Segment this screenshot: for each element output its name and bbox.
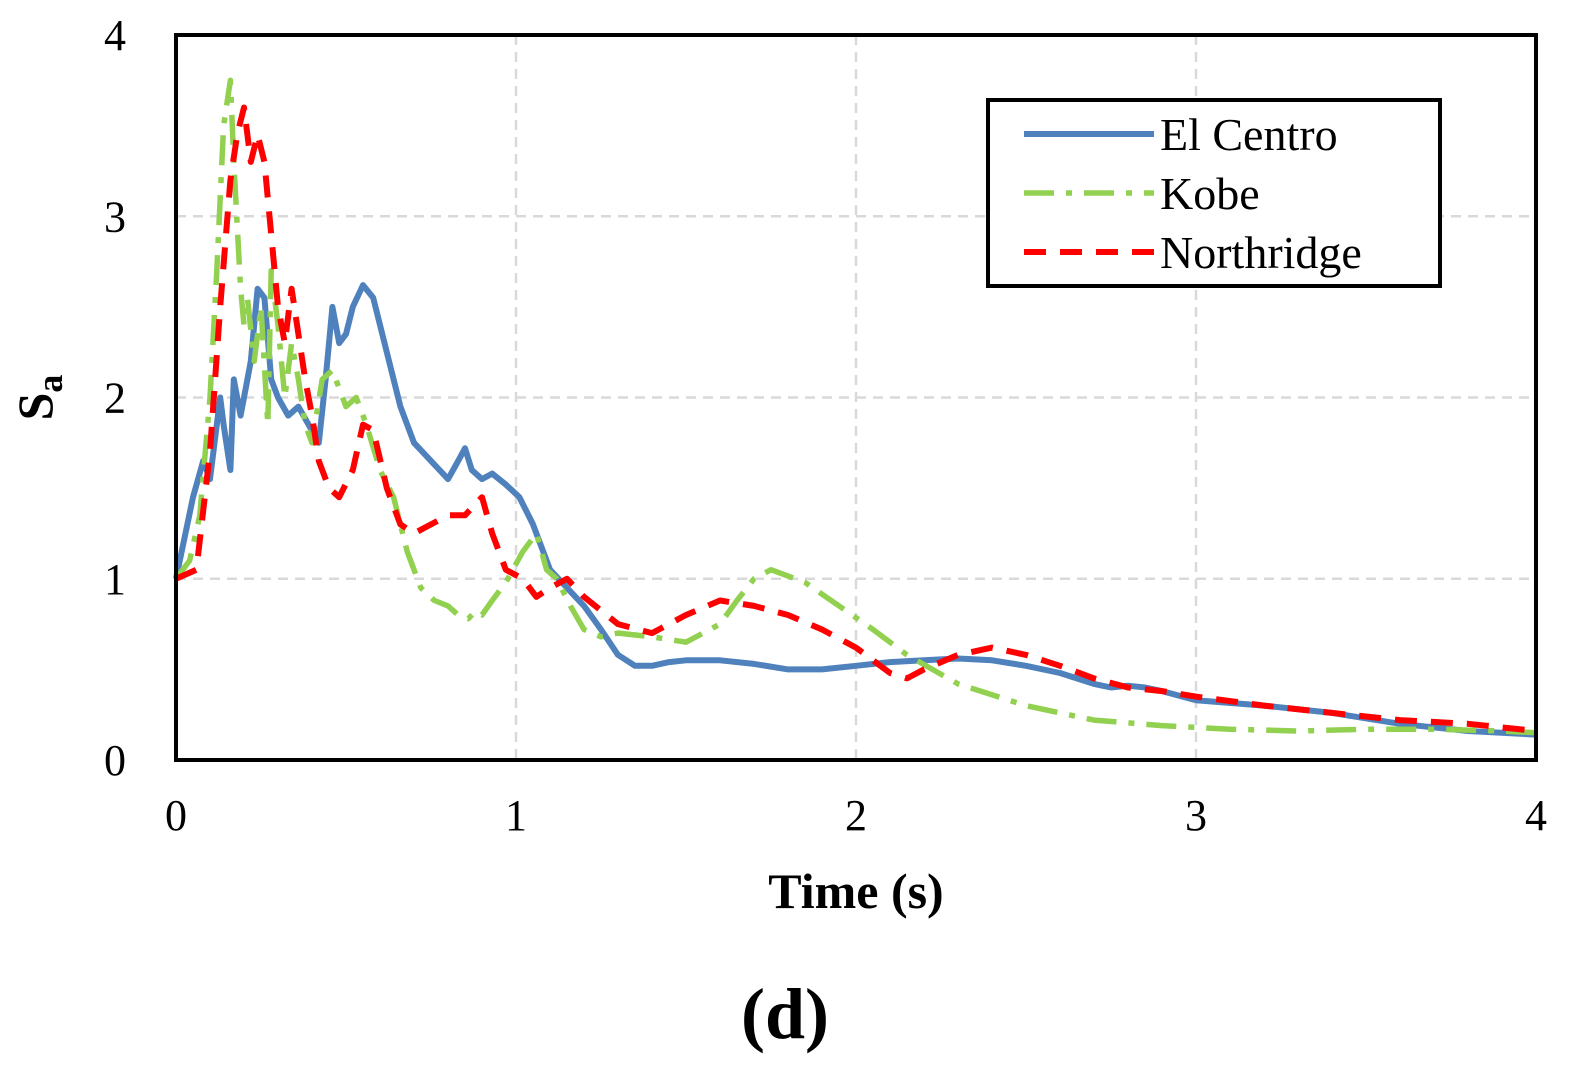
x-tick-label-2: 2	[845, 791, 867, 840]
series-line-el-centro	[173, 282, 1537, 738]
x-tick-label-3: 3	[1185, 791, 1207, 840]
plot-area-frame	[174, 33, 1538, 762]
legend-label-kobe: Kobe	[1160, 168, 1260, 219]
panel-label: (d)	[741, 974, 829, 1054]
y-tick-label-1: 1	[104, 555, 126, 604]
legend-label-northridge: Northridge	[1160, 227, 1362, 278]
legend-label-el-centro: El Centro	[1160, 109, 1338, 160]
x-tick-label-1: 1	[505, 791, 527, 840]
x-axis-title: Time (s)	[768, 863, 943, 919]
series-line-northridge	[174, 104, 1537, 734]
x-tick-label-4: 4	[1525, 791, 1547, 840]
legend: El Centro Kobe Northridge	[986, 98, 1442, 288]
y-axis-title: Sa	[7, 375, 70, 421]
y-tick-label-4: 4	[104, 11, 126, 60]
y-axis-title-main: S	[7, 393, 63, 421]
y-tick-label-2: 2	[104, 374, 126, 423]
y-axis-title-subscript: a	[30, 375, 70, 393]
series-line-kobe	[173, 77, 1537, 736]
x-tick-labels: 0 1 2 3 4	[165, 791, 1547, 840]
y-tick-label-3: 3	[104, 192, 126, 241]
y-tick-labels: 0 1 2 3 4	[104, 11, 126, 785]
y-tick-label-0: 0	[104, 736, 126, 785]
series-layer	[173, 77, 1537, 738]
x-tick-label-0: 0	[165, 791, 187, 840]
